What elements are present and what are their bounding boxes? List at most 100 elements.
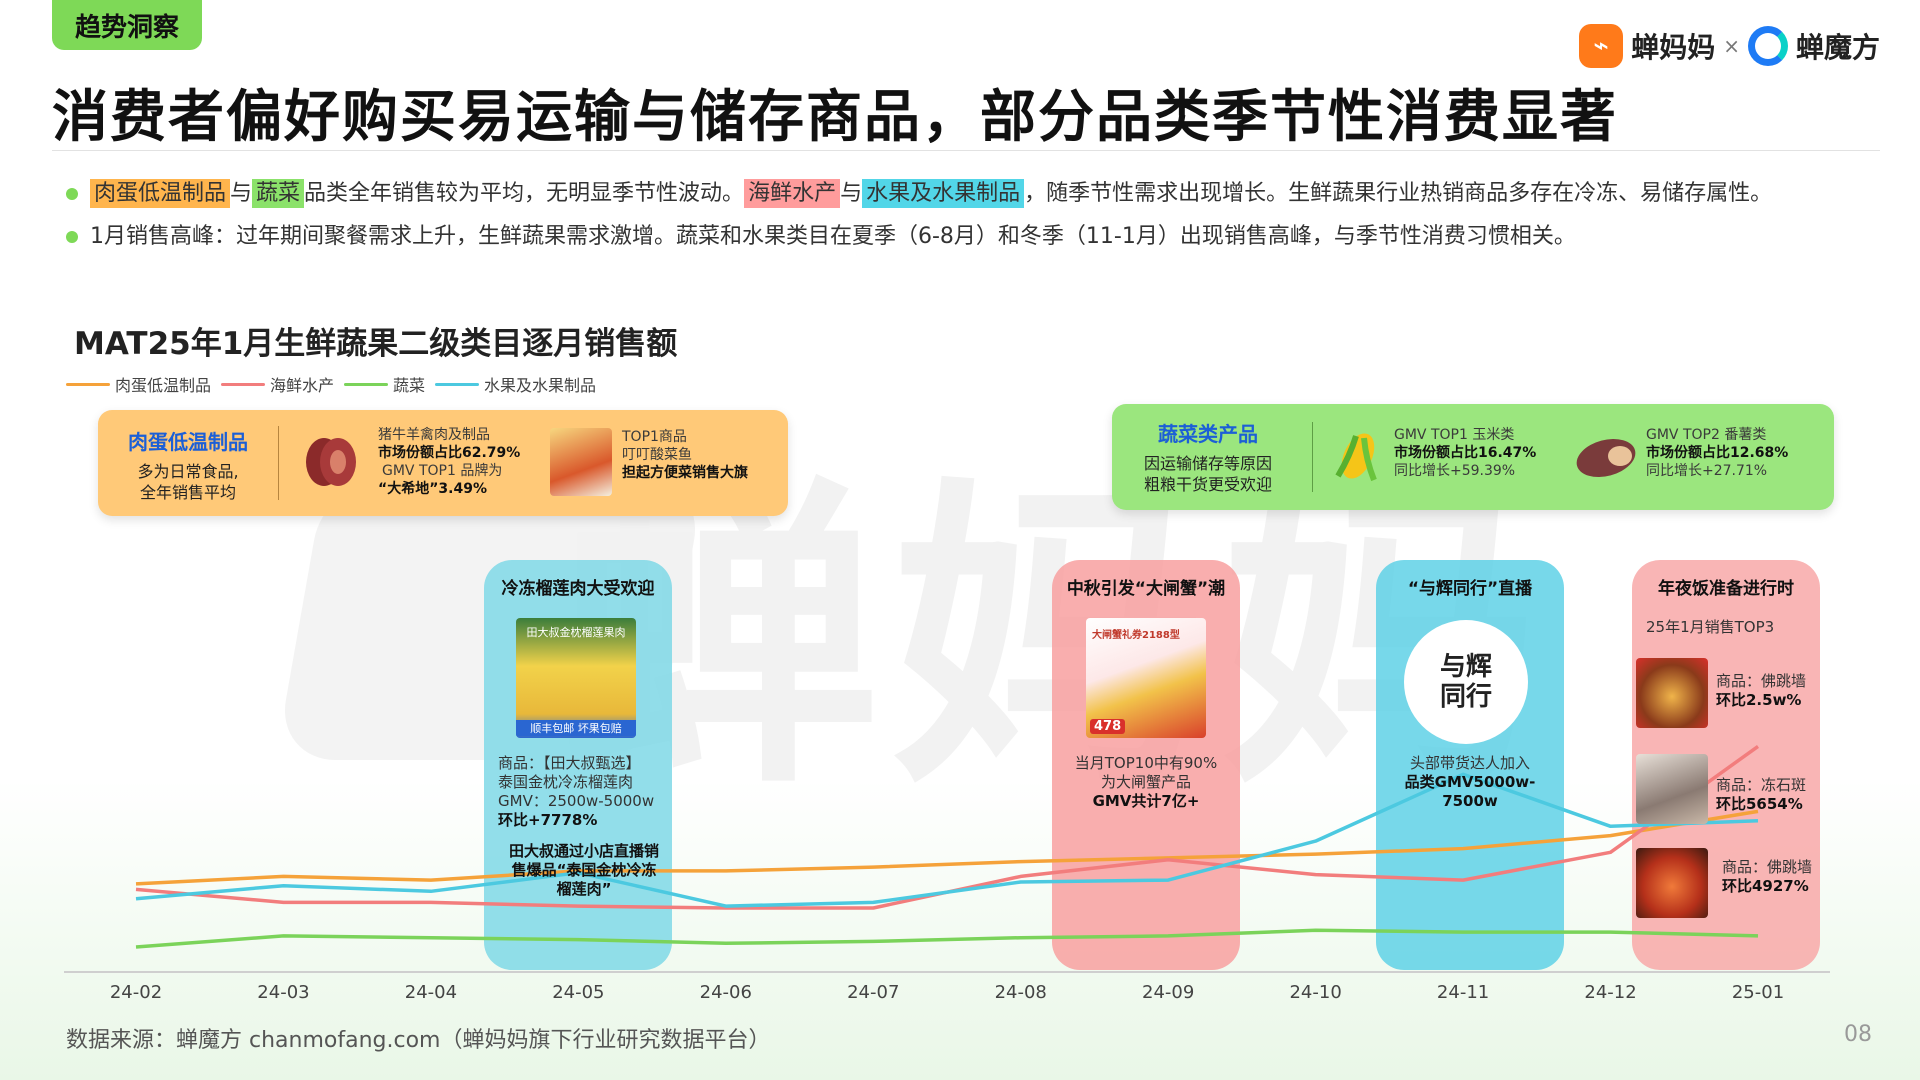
yuhui-logo-image: 与辉同行: [1404, 620, 1528, 744]
live-text-3: 7500w: [1442, 792, 1498, 810]
newyear-item-1-growth: 环比2.5w%: [1716, 691, 1802, 709]
veg-b-3: 同比增长+27.71%: [1646, 463, 1768, 479]
page-number: 08: [1844, 1022, 1872, 1047]
durian-text-3: GMV：2500w-5000w: [498, 792, 655, 810]
crab-image-brand: 大闸蟹礼券2188型: [1092, 630, 1180, 641]
live-text-2: 品类GMV5000w-: [1404, 773, 1536, 791]
brand-logos: ⌁ 蝉妈妈 × 蝉魔方: [1579, 24, 1880, 68]
chart-title: MAT25年1月生鲜蔬果二级类目逐月销售额: [74, 326, 678, 362]
veg-panel-sub2: 粗粮干货更受欢迎: [1143, 475, 1272, 494]
crab-text-1: 当月TOP10中有90%: [1074, 754, 1218, 772]
bullet-2: 1月销售高峰：过年期间聚餐需求上升，生鲜蔬果需求激增。蔬菜和水果类目在夏季（6-…: [62, 215, 1862, 258]
durian-text-4: 环比+7778%: [498, 811, 598, 829]
veg-panel: 蔬菜类产品 因运输储存等原因 粗粮干货更受欢迎 GMV TOP1 玉米类 市场份…: [1112, 404, 1834, 510]
chanmofang-logo-text: 蝉魔方: [1795, 31, 1880, 64]
meat-panel-sub1: 多为日常食品,: [137, 462, 239, 481]
meat-panel-title: 肉蛋低温制品: [128, 430, 248, 454]
highlight-meat: 肉蛋低温制品: [90, 179, 231, 208]
yuhui-logo-text: 与辉同行: [1439, 652, 1492, 712]
corn-icon: [1335, 433, 1377, 482]
newyear-item-3-name: 商品：佛跳墙: [1722, 858, 1813, 876]
bullet-text: 与: [230, 181, 253, 206]
veg-a-1: GMV TOP1 玉米类: [1394, 427, 1515, 443]
x-tick-label: 24-02: [109, 982, 163, 1003]
durian-text-6: 售爆品“泰国金枕冷冻: [511, 861, 657, 879]
veg-a-3: 同比增长+59.39%: [1394, 463, 1516, 479]
legend-item-veg: 蔬菜: [344, 372, 425, 396]
fish-dish-image: [550, 428, 612, 496]
durian-text-2: 泰国金枕冷冻榴莲肉: [498, 773, 634, 791]
meat-stat-2: 市场份额占比62.79%: [378, 445, 521, 461]
x-tick-label: 24-05: [552, 982, 605, 1003]
section-tag: 趋势洞察: [52, 0, 202, 50]
chart-legend: 肉蛋低温制品 海鲜水产 蔬菜 水果及水果制品: [66, 372, 596, 396]
newyear-item-3-image: [1636, 848, 1708, 918]
crab-column-title: 中秋引发“大闸蟹”潮: [1066, 579, 1226, 599]
newyear-item-1-name: 商品：佛跳墙: [1716, 672, 1807, 690]
durian-column-title: 冷冻榴莲肉大受欢迎: [501, 579, 655, 599]
bullet-text: 与: [840, 181, 863, 206]
bullet-text: 品类全年销售较为平均，无明显季节性波动。: [304, 181, 745, 206]
x-tick-label: 24-07: [847, 982, 900, 1003]
meat-product-1: TOP1商品: [622, 429, 687, 445]
veg-b-1: GMV TOP2 番薯类: [1646, 427, 1767, 443]
veg-panel-title: 蔬菜类产品: [1158, 422, 1258, 446]
meat-panel-sub2: 全年销售平均: [139, 483, 236, 502]
chanmofang-logo-icon: [1747, 26, 1788, 66]
newyear-item-2-image: [1636, 754, 1708, 824]
x-tick-label: 24-08: [994, 982, 1047, 1003]
crab-text-3: GMV共计7亿+: [1092, 792, 1200, 810]
legend-item-meat: 肉蛋低温制品: [66, 372, 211, 396]
insight-bullets: 肉蛋低温制品与蔬菜 品类全年销售较为平均，无明显季节性波动。 海鲜水产与水果及水果制…: [62, 172, 1862, 258]
series-line-0: [135, 809, 1759, 886]
crab-product-image: 大闸蟹礼券2188型 478: [1086, 618, 1206, 738]
veg-b-2: 市场份额占比12.68%: [1646, 445, 1789, 461]
meat-panel: 肉蛋低温制品 多为日常食品, 全年销售平均 猪牛羊禽肉及制品 市场份额占比62.…: [98, 410, 788, 516]
series-line-2: [135, 928, 1759, 949]
page-title: 消费者偏好购买易运输与储存商品，部分品类季节性消费显著: [52, 85, 1618, 150]
veg-a-2: 市场份额占比16.47%: [1394, 445, 1537, 461]
newyear-item-3-growth: 环比4927%: [1722, 877, 1809, 895]
x-tick-label: 24-12: [1584, 982, 1637, 1003]
durian-text-1: 商品：【田大叔甄选】: [498, 754, 641, 772]
durian-image-footer: 顺丰包邮 坏果包赔: [516, 720, 636, 736]
highlight-fruit: 水果及水果制品: [862, 179, 1025, 208]
chanmama-logo-text: 蝉妈妈: [1631, 31, 1716, 64]
newyear-item-1-image: [1636, 658, 1708, 728]
durian-text-5: 田大叔通过小店直播销: [508, 842, 659, 860]
bullet-text: ，随季节性需求出现增长。生鲜蔬果行业热销商品多存在冷冻、易储存属性。: [1024, 181, 1773, 206]
meat-product-2: 叮叮酸菜鱼: [622, 447, 692, 463]
data-source: 数据来源：蝉魔方 chanmofang.com（蝉妈妈旗下行业研究数据平台）: [66, 1028, 771, 1053]
x-tick-label: 24-04: [404, 982, 458, 1003]
live-text-1: 头部带货达人加入: [1409, 754, 1530, 772]
meat-stat-3: GMV TOP1 品牌为: [382, 463, 503, 479]
meat-stat-1: 猪牛羊禽肉及制品: [378, 427, 490, 443]
x-tick-label: 24-06: [699, 982, 752, 1003]
newyear-subtitle: 25年1月销售TOP3: [1646, 618, 1775, 636]
logo-separator: ×: [1723, 34, 1740, 58]
highlight-seafood: 海鲜水产: [744, 179, 841, 208]
newyear-item-2-growth: 环比5654%: [1716, 795, 1803, 813]
x-tick-label: 24-10: [1289, 982, 1342, 1003]
meat-stat-4: “大希地”3.49%: [378, 481, 487, 497]
chanmama-logo-icon: ⌁: [1579, 24, 1624, 68]
legend-item-seafood: 海鲜水产: [221, 372, 334, 396]
page-background: [0, 780, 1920, 1080]
x-tick-label: 25-01: [1731, 982, 1785, 1003]
crab-text-2: 为大闸蟹产品: [1100, 773, 1191, 791]
x-axis-line: [64, 971, 1830, 973]
x-tick-label: 24-09: [1142, 982, 1195, 1003]
highlight-veg: 蔬菜: [252, 179, 305, 208]
newyear-column-title: 年夜饭准备进行时: [1658, 579, 1794, 599]
meat-product-3: 担起方便菜销售大旗: [622, 465, 748, 481]
durian-product-image: 田大叔金枕榴莲果肉 顺丰包邮 坏果包赔: [516, 618, 636, 738]
sweet-potato-icon: [1576, 438, 1636, 478]
durian-image-caption: 田大叔金枕榴莲果肉: [526, 626, 626, 639]
sausage-icon: [306, 438, 356, 486]
x-tick-label: 24-03: [257, 982, 310, 1003]
x-tick-label: 24-11: [1436, 982, 1490, 1003]
live-column-title: “与辉同行”直播: [1407, 579, 1533, 599]
durian-text-7: 榴莲肉”: [556, 880, 612, 898]
newyear-item-2-name: 商品：冻石斑: [1716, 776, 1807, 794]
